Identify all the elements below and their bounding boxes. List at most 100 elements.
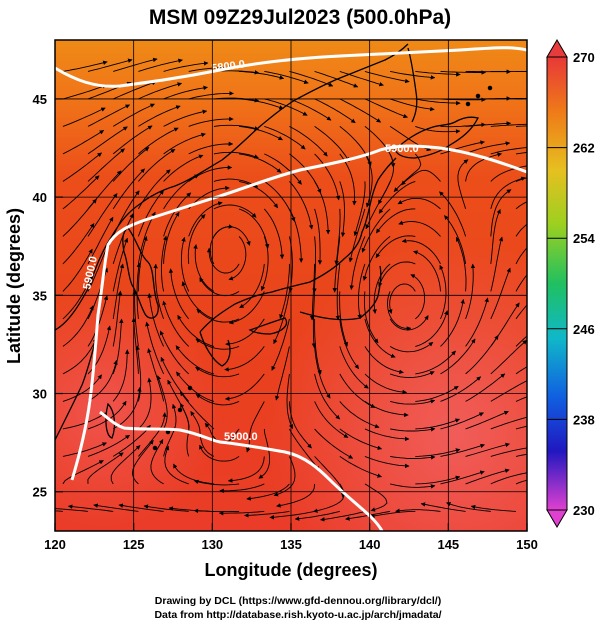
streamline bbox=[244, 510, 290, 518]
streamline bbox=[87, 170, 122, 210]
contour-label-5800: 5800.0 bbox=[211, 58, 246, 75]
streamline bbox=[390, 427, 436, 432]
streamline bbox=[339, 456, 382, 478]
streamline bbox=[145, 321, 165, 375]
streamline bbox=[213, 226, 251, 246]
streamline bbox=[193, 508, 240, 514]
streamline bbox=[364, 126, 396, 168]
streamline bbox=[181, 281, 215, 320]
streamline bbox=[206, 247, 240, 274]
streamline bbox=[349, 236, 366, 290]
streamline bbox=[112, 263, 125, 319]
streamline bbox=[289, 181, 314, 230]
map-plot: 5800.0 5900.0 5900.0 5900.0 bbox=[55, 40, 527, 531]
streamline bbox=[87, 58, 133, 72]
streamline bbox=[199, 277, 240, 297]
streamline bbox=[400, 169, 441, 186]
streamline bbox=[320, 510, 366, 522]
streamline bbox=[314, 456, 346, 498]
streamline bbox=[440, 470, 485, 485]
streamline bbox=[264, 125, 306, 150]
streamline bbox=[112, 213, 134, 265]
streamline bbox=[239, 98, 284, 110]
contour-5900-south bbox=[99, 410, 384, 531]
streamline bbox=[465, 297, 489, 347]
streamline bbox=[163, 211, 180, 264]
streamline bbox=[112, 318, 124, 375]
streamline bbox=[444, 215, 467, 264]
streamline bbox=[289, 428, 320, 471]
streamline bbox=[339, 70, 384, 87]
streamline bbox=[401, 238, 441, 265]
streamline bbox=[361, 208, 391, 253]
streamline bbox=[246, 483, 290, 501]
streamline bbox=[364, 70, 410, 84]
streamline bbox=[228, 236, 247, 281]
streamline bbox=[314, 401, 349, 438]
streamline bbox=[515, 223, 527, 237]
streamline bbox=[213, 178, 259, 188]
streamline bbox=[167, 379, 190, 429]
y-axis: 25 30 35 40 45 bbox=[33, 92, 63, 500]
streamline bbox=[137, 236, 148, 292]
streamline bbox=[415, 385, 459, 402]
streamline bbox=[439, 191, 467, 237]
credit-data: Data from http://database.rish.kyoto-u.a… bbox=[154, 609, 441, 621]
streamline bbox=[357, 263, 366, 320]
streamline bbox=[138, 58, 183, 72]
streamline bbox=[110, 445, 141, 485]
chart-title: MSM 09Z29Jul2023 (500.0hPa) bbox=[149, 6, 451, 29]
streamline bbox=[457, 159, 469, 210]
streamline bbox=[62, 84, 107, 100]
streamline bbox=[168, 268, 190, 320]
streamline bbox=[135, 345, 142, 402]
streamline bbox=[112, 125, 153, 155]
streamline bbox=[314, 373, 341, 420]
streamline bbox=[62, 130, 105, 155]
streamline bbox=[415, 310, 449, 347]
streamline bbox=[163, 109, 208, 127]
streamline bbox=[415, 475, 461, 485]
streamline bbox=[490, 147, 527, 155]
streamline bbox=[150, 439, 164, 485]
streamline bbox=[490, 302, 520, 347]
streamline bbox=[289, 70, 334, 87]
streamline bbox=[176, 371, 215, 402]
streamline bbox=[490, 189, 512, 237]
streamline bbox=[199, 444, 240, 462]
streamline bbox=[131, 317, 139, 374]
x-tick-label: 145 bbox=[437, 537, 459, 552]
streamline bbox=[62, 175, 100, 210]
streamline bbox=[370, 510, 416, 519]
streamline bbox=[389, 399, 436, 405]
streamline bbox=[164, 445, 189, 485]
streamline bbox=[246, 401, 265, 453]
streamline bbox=[62, 107, 106, 127]
streamline bbox=[389, 483, 436, 489]
streamline bbox=[289, 98, 332, 121]
streamline bbox=[225, 318, 265, 347]
streamline bbox=[490, 123, 527, 127]
colorbar-tick-label: 238 bbox=[573, 412, 595, 427]
streamline bbox=[112, 237, 129, 292]
streamline bbox=[294, 510, 340, 521]
streamline bbox=[163, 132, 206, 155]
streamline bbox=[239, 125, 283, 141]
streamline bbox=[490, 380, 527, 402]
streamline bbox=[193, 479, 240, 486]
streamline bbox=[389, 98, 435, 112]
streamline bbox=[264, 70, 309, 84]
streamline bbox=[288, 401, 312, 449]
y-tick-label: 35 bbox=[33, 288, 47, 303]
streamline bbox=[163, 85, 208, 100]
y-tick-label: 30 bbox=[33, 387, 47, 402]
streamline bbox=[160, 235, 168, 292]
streamline bbox=[87, 193, 118, 237]
streamline bbox=[238, 208, 270, 249]
streamline bbox=[375, 235, 416, 259]
streamline bbox=[364, 373, 408, 395]
streamline bbox=[62, 60, 108, 72]
streamline bbox=[439, 264, 447, 320]
y-tick-label: 45 bbox=[33, 92, 47, 107]
streamline bbox=[490, 472, 527, 485]
